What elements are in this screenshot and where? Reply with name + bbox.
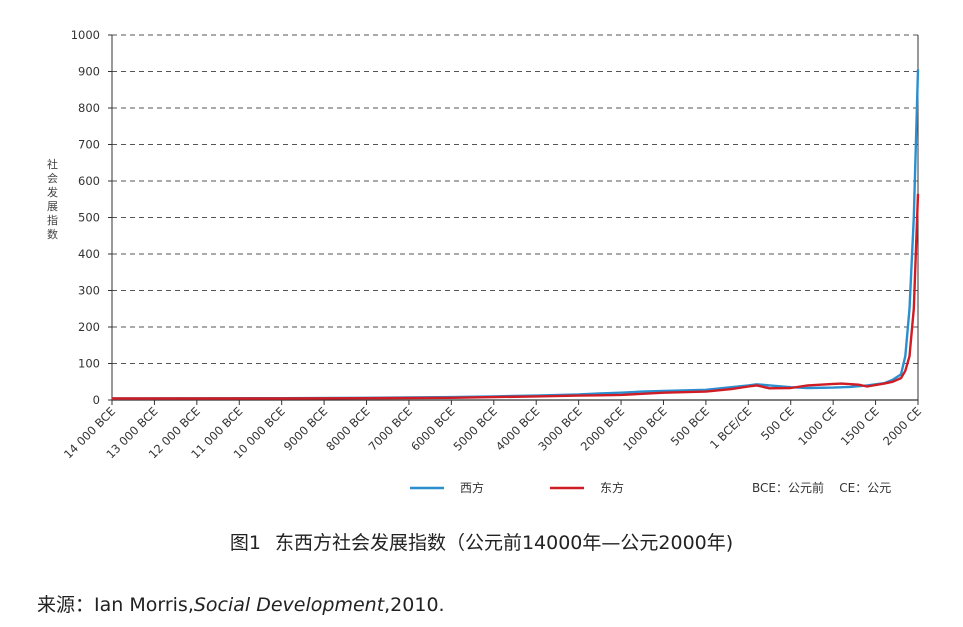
x-tick-label: 9000 BCE xyxy=(281,404,330,453)
source-citation: 来源：Ian Morris,Social Development,2010. xyxy=(37,590,445,617)
figure-number: 图1 xyxy=(229,532,261,554)
x-tick-label: 4000 BCE xyxy=(493,404,542,453)
x-tick-label: 1000 BCE xyxy=(620,404,669,453)
x-tick-label: 8000 BCE xyxy=(323,404,372,453)
source-work-title: Social Development xyxy=(193,594,385,616)
y-tick-label: 1000 xyxy=(71,28,100,42)
y-tick-labels: 0 100 200 300 400 500 600 700 800 900 1000 xyxy=(71,28,100,407)
figure-caption: 图1 东西方社会发展指数（公元前14000年—公元2000年) xyxy=(0,528,963,555)
y-tick-label: 400 xyxy=(78,247,100,261)
y-tick-label: 0 xyxy=(93,393,100,407)
era-note: BCE：公元前 CE：公元 xyxy=(752,480,891,495)
x-tick-label: 500 BCE xyxy=(668,404,712,448)
y-tick-label: 300 xyxy=(78,284,100,298)
x-tick-label: 500 CE xyxy=(758,404,797,443)
legend: 西方 东方 xyxy=(410,480,624,495)
series-line xyxy=(112,193,920,400)
series-line xyxy=(111,69,920,400)
x-tick-label: 1000 CE xyxy=(795,404,839,448)
x-tick-label: 1500 CE xyxy=(838,404,882,448)
x-tick-label: 1 BCE/CE xyxy=(707,404,754,451)
source-prefix: 来源：Ian Morris, xyxy=(37,594,194,616)
x-tick-label: 5000 BCE xyxy=(450,404,499,453)
y-tick-label: 900 xyxy=(78,65,100,79)
source-suffix: ,2010. xyxy=(384,594,445,616)
grid-lines xyxy=(112,34,918,364)
x-tick-label: 7000 BCE xyxy=(366,404,415,453)
y-axis-label: 社会发展指数 xyxy=(47,157,58,241)
series-lines xyxy=(111,69,920,400)
y-tick-label: 500 xyxy=(78,211,100,225)
figure-title: 东西方社会发展指数（公元前14000年—公元2000年) xyxy=(274,532,734,554)
x-tick-label: 2000 CE xyxy=(880,404,924,448)
chart: 0 100 200 300 400 500 600 700 800 900 1000 14 000 … xyxy=(47,28,924,495)
x-tick-label: 3000 BCE xyxy=(535,404,584,453)
y-tick-label: 100 xyxy=(78,357,100,371)
y-tick-label: 800 xyxy=(78,101,100,115)
x-tick-label: 2000 BCE xyxy=(578,404,627,453)
legend-label: 西方 xyxy=(460,480,484,495)
y-tick-label: 200 xyxy=(78,320,100,334)
x-tick-label: 6000 BCE xyxy=(408,404,457,453)
axes xyxy=(108,34,919,405)
y-tick-label: 700 xyxy=(78,138,100,152)
legend-label: 东方 xyxy=(600,480,624,495)
y-tick-label: 600 xyxy=(78,174,100,188)
